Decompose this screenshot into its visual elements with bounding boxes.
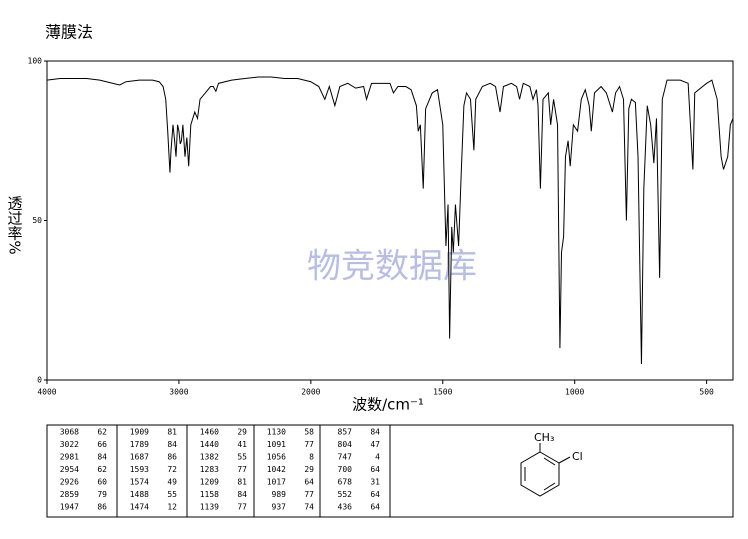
x-tick-label: 4000 [37,388,56,397]
peak-intensity: 81 [237,478,247,487]
peak-intensity: 84 [370,428,380,437]
methyl-label: CH₃ [534,431,554,444]
peak-intensity: 74 [304,503,314,512]
peak-intensity: 84 [237,490,247,499]
peak-intensity: 29 [237,428,247,437]
peak-wavenumber: 1460 [200,428,219,437]
peak-wavenumber: 1042 [267,465,286,474]
peak-intensity: 58 [304,428,314,437]
x-axis-label: 波数/cm⁻¹ [352,396,424,414]
peak-intensity: 55 [237,453,247,462]
peak-wavenumber: 3022 [60,440,79,449]
peak-wavenumber: 3068 [60,428,79,437]
peak-intensity: 8 [309,453,314,462]
peak-wavenumber: 1488 [130,490,149,499]
peak-wavenumber: 1909 [130,428,149,437]
peak-intensity: 86 [97,503,107,512]
peak-intensity: 64 [304,478,314,487]
peak-intensity: 60 [97,478,107,487]
peak-intensity: 77 [237,465,247,474]
peak-wavenumber: 1209 [200,478,219,487]
y-tick-label: 50 [32,216,42,225]
peak-intensity: 64 [370,503,380,512]
spectrum-line [46,76,734,365]
peak-wavenumber: 989 [272,490,287,499]
peak-wavenumber: 804 [338,440,353,449]
x-tick-label: 500 [699,388,714,397]
peak-wavenumber: 1091 [267,440,286,449]
peak-wavenumber: 436 [338,503,353,512]
peak-wavenumber: 552 [338,490,353,499]
peak-wavenumber: 2926 [60,478,79,487]
peak-wavenumber: 700 [338,465,353,474]
peak-wavenumber: 1158 [200,490,219,499]
peak-wavenumber: 1574 [130,478,149,487]
peak-wavenumber: 2981 [60,453,79,462]
x-tick-label: 3000 [169,388,188,397]
peak-wavenumber: 1056 [267,453,286,462]
peak-intensity: 86 [167,453,177,462]
y-tick-label: 0 [37,376,42,385]
peak-intensity: 55 [167,490,177,499]
structure [520,443,571,497]
peak-wavenumber: 1017 [267,478,286,487]
peak-wavenumber: 1139 [200,503,219,512]
peak-wavenumber: 1593 [130,465,149,474]
peak-wavenumber: 1283 [200,465,219,474]
peak-wavenumber: 1947 [60,503,79,512]
peak-intensity: 62 [97,428,107,437]
y-tick-label: 100 [28,57,43,66]
peak-intensity: 79 [97,490,107,499]
peak-wavenumber: 2859 [60,490,79,499]
peak-intensity: 47 [370,440,380,449]
title: 薄膜法 [45,23,93,42]
peak-wavenumber: 2954 [60,465,79,474]
bond [543,482,556,491]
peak-wavenumber: 747 [338,453,353,462]
peak-intensity: 77 [304,490,314,499]
peak-wavenumber: 1440 [200,440,219,449]
peak-wavenumber: 857 [338,428,353,437]
bond [543,457,556,466]
peak-intensity: 12 [167,503,177,512]
x-tick-label: 1000 [565,388,584,397]
y-axis-label: 透过率% [6,195,24,254]
peak-intensity: 84 [97,453,107,462]
peak-wavenumber: 678 [338,478,353,487]
peak-wavenumber: 1474 [130,503,149,512]
peak-wavenumber: 1789 [130,440,149,449]
bond [558,456,571,464]
peak-wavenumber: 1130 [267,428,286,437]
peak-intensity: 41 [237,440,247,449]
chloro-label: Cl [572,450,583,463]
peak-wavenumber: 1382 [200,453,219,462]
peak-intensity: 62 [97,465,107,474]
peak-intensity: 81 [167,428,177,437]
x-tick-label: 2000 [301,388,320,397]
peak-intensity: 72 [167,465,177,474]
peak-intensity: 84 [167,440,177,449]
peak-intensity: 49 [167,478,177,487]
peak-intensity: 29 [304,465,314,474]
peak-intensity: 77 [304,440,314,449]
peak-intensity: 77 [237,503,247,512]
peak-intensity: 64 [370,490,380,499]
peak-wavenumber: 1687 [130,453,149,462]
peak-intensity: 64 [370,465,380,474]
peak-intensity: 4 [375,453,380,462]
peak-wavenumber: 937 [272,503,287,512]
peak-intensity: 31 [370,478,380,487]
x-tick-label: 1500 [433,388,452,397]
peak-intensity: 66 [97,440,107,449]
